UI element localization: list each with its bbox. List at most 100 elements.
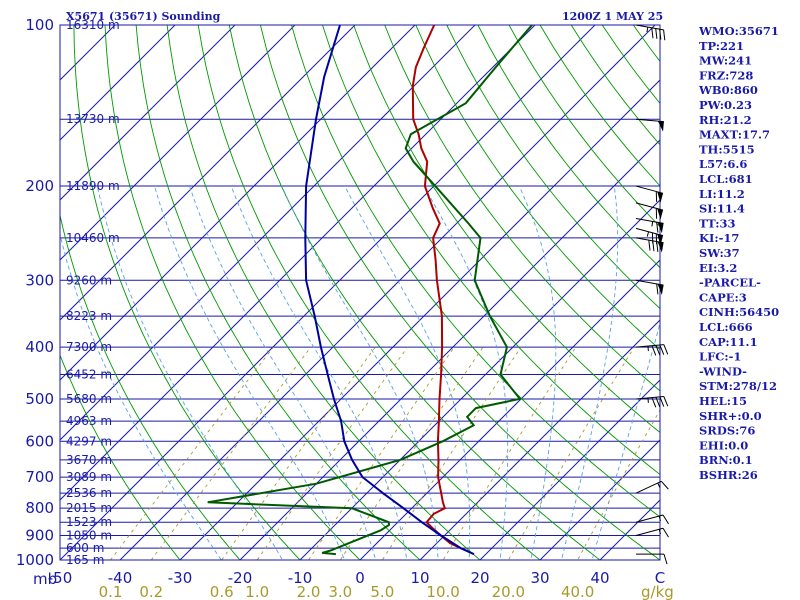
- dry-adiabat-line: [415, 25, 660, 351]
- height-label: 9260 m: [66, 273, 112, 287]
- dry-adiabat-line: [477, 25, 660, 269]
- index-item: SHR+:0.0: [699, 409, 762, 423]
- mixing-ratio-line: [339, 346, 484, 560]
- temperature-tick-label: -10: [288, 569, 313, 587]
- height-label: 16310 m: [66, 18, 120, 32]
- isotherm-line: [419, 319, 660, 560]
- temperature-tick-label: 0: [355, 569, 365, 587]
- pressure-tick-label: 200: [25, 177, 54, 195]
- moist-adiabat-line: [189, 185, 377, 560]
- wind-barb-half-feather: [646, 231, 650, 237]
- index-item: KI:-17: [699, 231, 739, 245]
- plot-border: [59, 24, 661, 561]
- mixing-ratio-label: 0.1: [99, 583, 123, 600]
- wind-barb-staff: [635, 344, 664, 348]
- index-item: FRZ:728: [699, 68, 753, 82]
- isotherm-line: [359, 259, 660, 560]
- wind-barb: [635, 185, 664, 203]
- height-label: 3089 m: [66, 470, 112, 484]
- mixing-ratio-label: 10.0: [426, 583, 459, 600]
- wind-barb-flag: [657, 234, 664, 246]
- mixing-ratio-label: 0.6: [210, 583, 234, 600]
- temperature-tick-label: -20: [228, 569, 253, 587]
- height-label: 2536 m: [66, 486, 112, 500]
- wind-barb-staff: [635, 396, 664, 400]
- wind-barb-staff: [635, 480, 662, 494]
- dry-adiabat-line: [135, 25, 421, 560]
- mixing-ratio-line: [507, 346, 635, 560]
- wind-barb: [635, 344, 669, 356]
- temperature-tick-label: 10: [410, 569, 429, 587]
- dewpoint-profile-line: [207, 25, 533, 556]
- wind-barb-half-feather: [657, 482, 661, 488]
- wind-barb-flag: [657, 191, 664, 203]
- moist-adiabat-line: [423, 185, 509, 560]
- wind-barb-staff: [635, 202, 664, 211]
- index-item: CAP:11.1: [699, 335, 758, 349]
- wind-barb: [635, 218, 664, 234]
- moist-adiabat-line: [154, 185, 345, 560]
- height-label: 4963 m: [66, 414, 112, 428]
- wind-barb-flag: [657, 241, 664, 253]
- wind-barb-feather: [663, 29, 666, 41]
- height-label: 11890 m: [66, 179, 120, 193]
- moist-adiabat-line: [230, 185, 408, 560]
- index-panel: WMO:35671TP:221MW:241FRZ:728WB0:860PW:0.…: [698, 24, 779, 482]
- wind-barb-feather: [656, 283, 659, 295]
- temperature-profile-line: [411, 25, 475, 556]
- pressure-tick-label: 700: [25, 468, 54, 486]
- index-item: RH:21.2: [699, 113, 752, 127]
- index-item: L57:6.6: [699, 157, 747, 171]
- index-item: MW:241: [699, 54, 752, 68]
- moist-adiabat-line: [591, 321, 660, 560]
- wind-barb: [636, 553, 668, 565]
- height-label: 165 m: [66, 553, 104, 567]
- chart-title: X5671 (35671) Sounding: [66, 10, 221, 23]
- dry-adiabat-line: [73, 25, 301, 560]
- pressure-tick-label: 600: [25, 432, 54, 450]
- mixing-ratio-unit-label: g/kg: [641, 583, 674, 600]
- height-label: 6452 m: [66, 367, 112, 381]
- wind-barb-flag: [657, 208, 664, 220]
- chart-time: 1200Z 1 MAY 25: [562, 10, 663, 23]
- isotherm-line: [539, 439, 660, 560]
- mixing-ratio-label: 2.0: [297, 583, 321, 600]
- wind-barb-feather: [655, 28, 658, 39]
- mixing-ratio-line: [109, 346, 274, 560]
- wind-barb-feather: [663, 344, 669, 355]
- wind-barb-staff: [635, 185, 664, 194]
- isotherm-line: [60, 25, 296, 261]
- dry-adiabat-line: [228, 25, 601, 560]
- temperature-tick-label: -50: [48, 569, 73, 587]
- pressure-tick-label: 400: [25, 338, 54, 356]
- height-label: 5680 m: [66, 392, 112, 406]
- index-item: -WIND-: [699, 364, 747, 378]
- wind-barb-feather: [663, 396, 669, 407]
- height-label: 10460 m: [66, 231, 120, 245]
- height-label: 7300 m: [66, 340, 112, 354]
- height-label: 600 m: [66, 541, 104, 555]
- wind-barb-feather: [659, 396, 665, 407]
- dry-adiabat-line: [197, 25, 541, 560]
- wind-barb-feather: [661, 480, 669, 490]
- isotherm-line: [60, 25, 536, 501]
- wind-barb-staff: [635, 527, 664, 537]
- wind-barb-half-feather: [651, 221, 654, 227]
- dry-adiabat-line: [60, 213, 241, 560]
- mixing-ratio-line: [150, 346, 312, 560]
- wind-barb-flag: [657, 284, 664, 295]
- mixing-ratio-label: 3.0: [328, 583, 352, 600]
- height-label: 13730 m: [66, 112, 120, 126]
- index-item: STM:278/12: [699, 379, 777, 393]
- index-item: LCL:681: [699, 172, 753, 186]
- isotherm-line: [239, 139, 660, 560]
- index-item: WB0:860: [698, 83, 758, 97]
- height-label: 1523 m: [66, 515, 112, 529]
- index-item: EHI:0.0: [699, 438, 748, 452]
- wind-barb: [635, 118, 664, 132]
- index-item: BSHR:26: [699, 468, 758, 482]
- wind-barb: [635, 527, 669, 538]
- height-label: 2015 m: [66, 501, 112, 515]
- wind-barb-half-feather: [658, 529, 661, 535]
